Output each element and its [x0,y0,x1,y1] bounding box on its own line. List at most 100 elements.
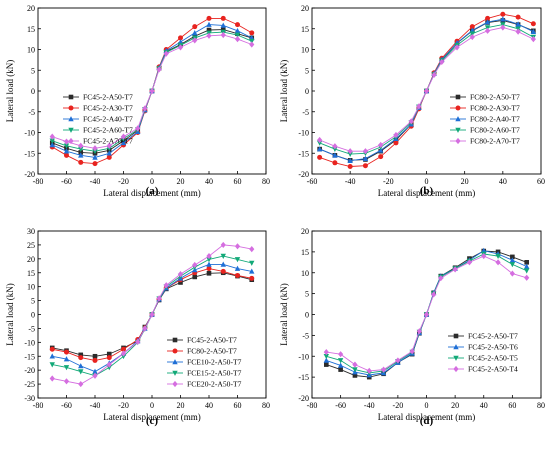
data-point [352,367,358,373]
data-point [324,362,329,367]
data-point [49,142,55,148]
y-tick-label: 20 [27,4,35,13]
y-tick-label: -5 [302,108,309,117]
data-point [249,260,255,266]
data-point [163,282,169,289]
data-point [206,21,212,27]
x-axis-label: Lateral displacement (mm) [378,412,475,422]
data-point [163,50,169,57]
y-tick-label: -10 [298,352,309,361]
legend-marker [172,348,178,354]
data-point [78,142,84,149]
x-tick-label: -20 [383,177,394,186]
data-point [393,131,399,139]
data-point [481,252,487,260]
data-point [220,27,226,32]
data-point [395,357,401,364]
y-tick-label: 5 [305,290,309,299]
data-point [423,311,430,318]
data-point [366,367,372,374]
x-tick-label: 0 [425,177,429,186]
data-point [249,34,255,41]
data-point [78,152,84,158]
data-point [234,27,241,34]
data-point [332,146,338,152]
data-point [177,271,184,278]
data-point [121,346,126,352]
data-point [63,378,70,385]
data-point [347,151,353,157]
x-axis-label: Lateral displacement (mm) [103,188,200,198]
legend-entry-label: FC80-2-A40-T7 [470,115,520,124]
legend-marker [453,365,459,373]
data-point [500,16,506,22]
data-point [78,352,84,358]
data-point [338,367,343,372]
data-point [484,19,491,25]
data-point [352,361,358,368]
x-tick-label: -80 [33,401,44,410]
y-tick-label: -5 [28,108,35,117]
data-point [106,154,112,160]
panel-caption: (c) [146,415,159,427]
data-point [509,262,516,268]
data-point [49,138,55,144]
x-tick-label: -60 [61,401,72,410]
x-tick-label: -60 [335,401,346,410]
data-point [466,259,473,266]
data-point [78,146,84,152]
x-tick-label: 20 [461,177,469,186]
data-point [362,155,369,161]
data-point [206,257,212,263]
data-point [347,164,353,170]
data-point [439,58,445,66]
data-point [135,125,141,132]
legend-entry-label: FCE15-2-A50-T7 [187,369,242,378]
legend-entry-label: FC45-2-A50-T4 [468,365,518,374]
y-tick-label: -25 [24,380,35,389]
data-point [332,152,338,158]
y-tick-label: 0 [305,311,309,320]
y-tick-label: 15 [27,269,35,278]
x-tick-label: -80 [307,401,318,410]
y-tick-label: 10 [27,46,35,55]
data-point [49,133,55,140]
data-point [378,147,384,153]
data-point [78,363,84,369]
y-tick-label: -10 [24,129,35,138]
y-tick-label: -20 [298,170,309,179]
legend-marker [453,344,459,350]
data-point [332,143,338,150]
legend: FC45-2-A50-T7 FC80-2-A50-T7 FCE10-2-A50-T7… [167,336,242,389]
y-tick-label: -15 [24,352,35,361]
legend-marker [68,116,74,122]
y-tick-label: 20 [301,4,309,13]
x-tick-label: -20 [118,401,129,410]
y-tick-label: 20 [27,255,35,264]
data-point [481,247,487,253]
data-point [156,295,162,302]
data-point [234,265,241,271]
y-axis-label: Lateral load (kN) [5,60,15,122]
data-point [523,268,530,274]
data-point [249,268,255,274]
panel-caption: (d) [420,415,434,427]
data-point [530,36,536,43]
x-tick-label: 80 [262,401,270,410]
data-point [149,311,155,318]
x-tick-label: 0 [425,401,429,410]
data-point [347,148,353,155]
panel-caption: (b) [420,185,434,197]
data-point [206,252,212,260]
legend-marker [455,137,461,145]
x-tick-label: 60 [508,401,516,410]
data-point [120,350,127,357]
data-point [515,21,521,27]
x-tick-label: 60 [537,177,545,186]
data-point [92,368,98,374]
y-tick-label: -30 [24,394,35,403]
legend-entry-label: FC45-2-A50-T7 [187,336,237,345]
data-point [78,159,84,165]
x-tick-label: 0 [150,177,154,186]
data-point [192,37,198,44]
